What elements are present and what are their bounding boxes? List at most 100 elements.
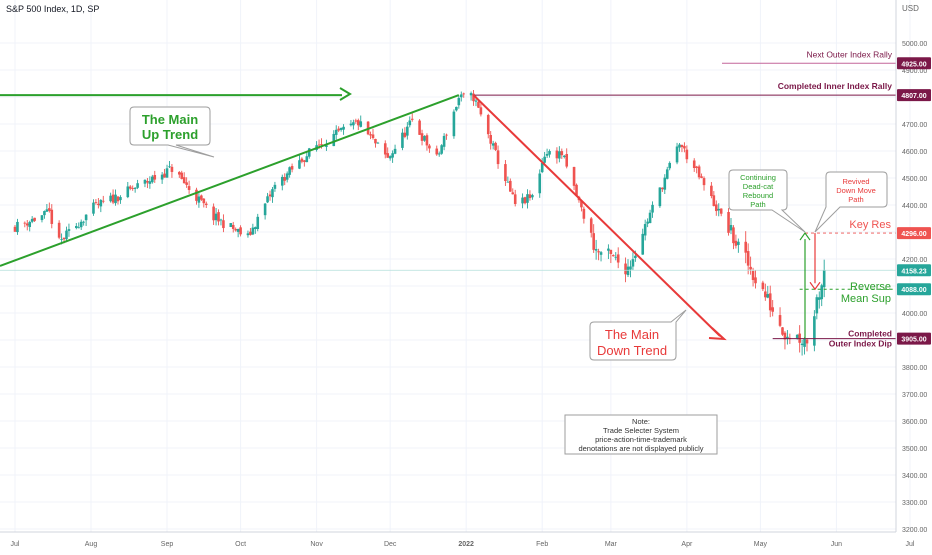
candle-body (40, 215, 44, 221)
candle-body (474, 100, 478, 102)
candle-body (126, 186, 130, 198)
candle-body (575, 184, 578, 196)
uptrend-callout-text: Up Trend (142, 127, 198, 142)
candle-body (558, 151, 561, 159)
candle-body (540, 162, 544, 173)
candle-body (222, 220, 225, 229)
candle-body (751, 271, 755, 281)
candle-body (612, 255, 615, 257)
candle-body (79, 221, 83, 228)
candle-body (307, 148, 311, 157)
candle-body (268, 194, 272, 197)
candle-body (418, 120, 421, 135)
candle-body (813, 316, 816, 346)
candle-body (631, 259, 635, 267)
candle-body (33, 217, 36, 221)
rebound-arrowhead (799, 232, 811, 241)
price-tick-label: 4000.00 (902, 311, 927, 318)
price-tick-label: 3600.00 (902, 419, 927, 426)
candle-body (597, 251, 600, 253)
candle-body (761, 282, 765, 290)
candle-body (555, 150, 559, 159)
candle-body (383, 143, 387, 155)
candle-body (160, 174, 164, 180)
reverse-mean-sup-label: Mean Sup (841, 293, 891, 305)
candle-body (511, 192, 515, 195)
reverse-mean-sup-tag-bg (897, 283, 931, 296)
key-res-tag: 4296.00 (901, 231, 926, 238)
candle-body (337, 128, 340, 131)
candle-body (641, 233, 645, 255)
candle-body (685, 149, 689, 160)
candle-body (648, 212, 652, 224)
time-tick-label: Nov (310, 541, 323, 548)
candle-body (109, 195, 112, 202)
candle-body (28, 222, 32, 228)
candle-body (136, 183, 139, 188)
candle-body (523, 197, 527, 204)
time-axis: Jul Aug Sep Oct Nov Dec 2022 Feb Mar Apr May Jun Jul (0, 531, 915, 548)
candle-body (393, 148, 397, 154)
candle-body (168, 166, 171, 168)
downtrend-callout-text: The Main (605, 327, 659, 342)
candle-body (680, 144, 684, 148)
outer-dip-label: Completed (848, 329, 892, 339)
candle-body (273, 184, 277, 189)
candle-body (25, 223, 29, 226)
candle-body (614, 256, 618, 258)
revived-arrowhead (809, 281, 821, 291)
candle-body (435, 148, 439, 155)
uptrend-callout-text: The Main (142, 112, 198, 127)
candle-body (354, 120, 358, 122)
candle-body (538, 173, 542, 194)
outer-dip-tag: 3905.00 (901, 337, 926, 344)
candle-body (778, 315, 782, 326)
candle-body (815, 297, 819, 314)
candle-body (634, 255, 637, 259)
downtrend-callout-text: Down Trend (597, 343, 667, 358)
candle-body (254, 227, 257, 230)
last-price-tag: 4158.23 (901, 268, 926, 275)
candle-body (683, 146, 686, 149)
note-text: Note: (632, 417, 650, 426)
time-tick-label: Oct (235, 541, 246, 548)
candle-body (339, 127, 343, 130)
candle-body (729, 225, 733, 231)
candle-body (700, 176, 703, 178)
candle-body (509, 180, 512, 192)
candle-body (177, 172, 181, 175)
time-tick-label: Apr (681, 541, 693, 548)
candle-body (594, 249, 598, 251)
candle-body (256, 216, 260, 229)
candle-body (298, 160, 301, 169)
candle-body (442, 135, 446, 147)
candle-body (334, 129, 338, 135)
candle-body (771, 307, 774, 312)
candle-body (651, 204, 654, 213)
candle-body (280, 176, 284, 186)
candle-body (800, 343, 804, 346)
candle-body (325, 145, 328, 147)
candle-body (352, 122, 355, 126)
candle-body (185, 182, 188, 185)
candle-body (702, 178, 706, 186)
candle-body (180, 172, 184, 179)
time-tick-label: Mar (605, 541, 618, 548)
candle-body (560, 151, 564, 156)
candle-body (695, 166, 698, 168)
candle-body (562, 155, 566, 157)
candle-body (643, 224, 647, 236)
candle-body (528, 194, 532, 199)
candle-body (349, 123, 353, 126)
revived-callout-text: Revived (842, 177, 869, 186)
candle-body (668, 162, 671, 169)
candle-body (114, 194, 117, 204)
candle-body (737, 241, 740, 245)
candle-body (817, 297, 821, 300)
candle-body (526, 194, 529, 203)
candle-body (57, 222, 61, 238)
candles-layer (13, 90, 826, 356)
price-tick-label: 3400.00 (902, 473, 927, 480)
